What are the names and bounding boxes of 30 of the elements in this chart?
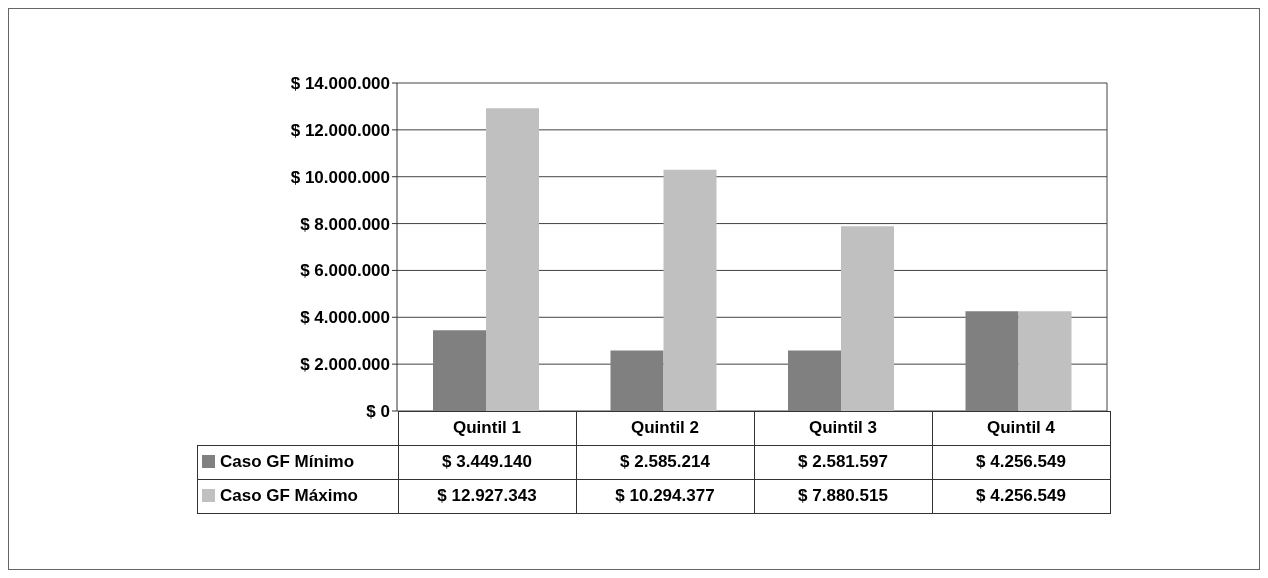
legend-label: Caso GF Máximo — [197, 479, 398, 513]
bar — [788, 350, 841, 411]
y-tick-label: $ 8.000.000 — [300, 214, 390, 234]
y-tick-label: $ 2.000.000 — [300, 355, 390, 375]
bar — [965, 311, 1019, 411]
data-label: $ 4.256.549 — [932, 445, 1110, 479]
bar — [663, 169, 717, 411]
x-tick-label: Quintil 4 — [932, 411, 1110, 445]
y-tick-label: $ 10.000.000 — [290, 167, 390, 187]
bar — [1018, 311, 1072, 411]
bar — [841, 226, 894, 411]
y-tick-label: $ 12.000.000 — [290, 120, 390, 140]
data-label: $ 2.585.214 — [576, 445, 754, 479]
x-tick-label: Quintil 3 — [754, 411, 932, 445]
data-label: $ 12.927.343 — [398, 479, 576, 513]
y-tick-label: $ 6.000.000 — [300, 261, 390, 281]
y-tick-label: $ 0 — [366, 402, 390, 422]
data-label: $ 10.294.377 — [576, 479, 754, 513]
bar — [486, 108, 539, 411]
data-label: $ 3.449.140 — [398, 445, 576, 479]
data-label: $ 2.581.597 — [754, 445, 932, 479]
data-label: $ 7.880.515 — [754, 479, 932, 513]
data-label: $ 4.256.549 — [932, 479, 1110, 513]
x-tick-label: Quintil 1 — [398, 411, 576, 445]
y-tick-label: $ 4.000.000 — [300, 308, 390, 328]
y-tick-label: $ 14.000.000 — [290, 74, 390, 94]
x-tick-label: Quintil 2 — [576, 411, 754, 445]
bar — [433, 330, 486, 411]
bar — [610, 350, 664, 411]
legend-label: Caso GF Mínimo — [197, 445, 398, 479]
